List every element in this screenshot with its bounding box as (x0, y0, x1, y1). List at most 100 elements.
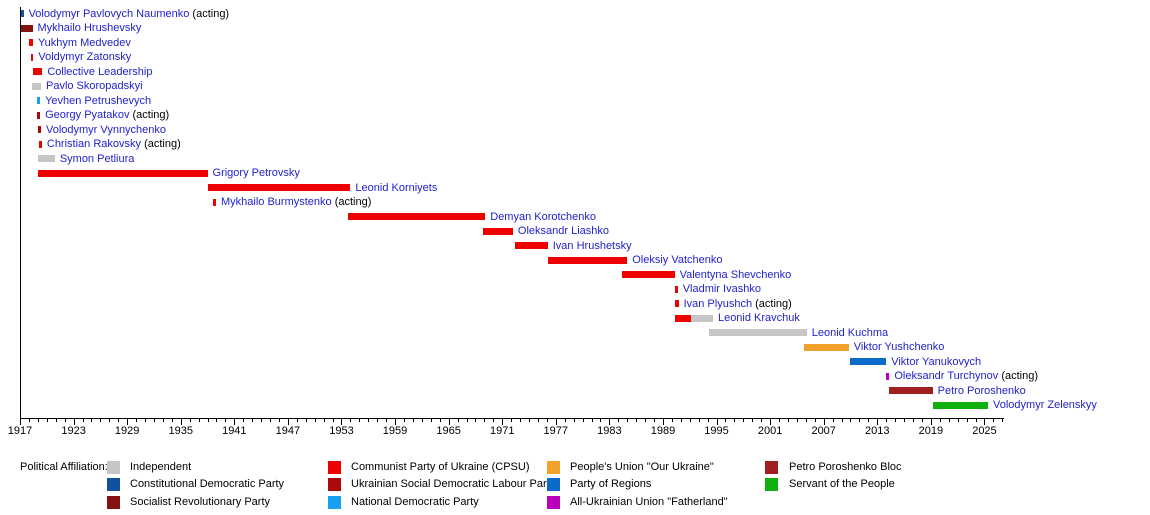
timeline-bar (886, 372, 890, 380)
timeline-bar (514, 242, 548, 249)
axis-minor-tick (832, 419, 834, 422)
timeline-row-label: Georgy Pyatakov (acting) (45, 108, 169, 122)
timeline-bar (675, 300, 679, 307)
timeline-bar (690, 314, 713, 322)
axis-major-tick (395, 419, 397, 425)
axis-minor-tick (582, 419, 584, 422)
axis-minor-tick (636, 419, 638, 422)
axis-minor-tick (904, 419, 906, 422)
timeline-row-label: Vladmir Ivashko (683, 282, 761, 296)
axis-minor-tick (957, 419, 959, 422)
timeline-row-label: Volodymyr Pavlovych Naumenko (acting) (29, 7, 230, 21)
leader-name: Mykhailo Burmystenko (221, 196, 332, 208)
timeline-row-label: Ivan Hrushetsky (553, 239, 632, 253)
timeline-row-label: Volodymyr Vynnychenko (46, 123, 166, 137)
timeline-bar (621, 271, 675, 278)
axis-tick-label: 1941 (222, 425, 247, 437)
axis-minor-tick (993, 419, 995, 422)
axis-tick-label: 1971 (489, 425, 515, 437)
axis-minor-tick (805, 419, 807, 422)
axis-major-tick (287, 419, 289, 425)
timeline-bar (32, 82, 41, 90)
timeline-bar (547, 256, 628, 264)
axis-minor-tick (136, 419, 138, 422)
axis-minor-tick (359, 419, 361, 422)
leader-name: Voldymyr Zatonsky (38, 51, 132, 63)
leader-name: Yevhen Petrushevych (45, 94, 152, 107)
axis-tick-label: 1983 (597, 425, 622, 437)
timeline-row-label: Demyan Korotchenko (490, 210, 596, 224)
axis-tick-label: 2001 (757, 425, 783, 437)
legend-swatch-socialist_revolutionary (107, 495, 120, 509)
axis-minor-tick (734, 419, 736, 422)
axis-minor-tick (725, 419, 727, 422)
timeline-row-label: Oleksandr Turchynov (acting) (894, 369, 1038, 383)
legend-swatch-cpsu (328, 460, 341, 474)
acting-suffix: (acting) (752, 297, 792, 310)
axis-major-tick (716, 419, 718, 425)
acting-suffix: (acting) (331, 196, 372, 208)
axis-major-tick (234, 419, 236, 425)
leader-name: Oleksandr Liashko (517, 225, 610, 237)
timeline-row-label: Yevhen Petrushevych (45, 94, 151, 108)
axis-major-tick (73, 419, 75, 425)
timeline-bar (212, 198, 216, 206)
axis-major-tick (770, 419, 772, 425)
leader-name: Petro Poroshenko (937, 384, 1026, 397)
timeline-bar (38, 140, 42, 148)
axis-tick-label: 1959 (382, 425, 408, 437)
axis-minor-tick (689, 419, 691, 422)
axis-minor-tick (323, 419, 325, 422)
axis-minor-tick (895, 419, 897, 422)
axis-minor-tick (1002, 419, 1004, 422)
timeline-row-label: Symon Petliura (60, 152, 135, 166)
axis-minor-tick (171, 419, 173, 422)
acting-suffix: (acting) (141, 138, 181, 150)
axis-minor-tick (484, 419, 486, 422)
timeline-row-label: Ivan Plyushch (acting) (684, 297, 792, 311)
axis-minor-tick (198, 419, 200, 422)
axis-minor-tick (886, 419, 888, 422)
axis-minor-tick (493, 419, 495, 422)
axis-tick-label: 2025 (972, 425, 997, 437)
axis-tick-label: 1953 (329, 425, 354, 437)
x-axis-line (20, 418, 1005, 419)
axis-major-tick (877, 419, 879, 425)
timeline-bar (36, 111, 41, 119)
axis-minor-tick (64, 419, 66, 422)
axis-minor-tick (457, 419, 459, 422)
legend-swatch-usdlp (328, 478, 341, 491)
axis-minor-tick (645, 419, 647, 422)
timeline-row-label: Mykhailo Burmystenko (acting) (221, 195, 371, 209)
axis-minor-tick (787, 419, 789, 422)
timeline-bar (36, 97, 41, 104)
axis-minor-tick (913, 419, 914, 422)
axis-major-tick (662, 419, 664, 425)
axis-minor-tick (82, 419, 84, 422)
timeline-row-label: Christian Rakovsky (acting) (47, 137, 181, 151)
axis-minor-tick (859, 419, 861, 422)
axis-major-tick (984, 419, 986, 425)
legend-item-label: Communist Party of Ukraine (CPSU) (351, 460, 530, 473)
timeline-bar (708, 329, 807, 336)
timeline-row-label: Oleksandr Liashko (518, 224, 609, 238)
axis-minor-tick (546, 419, 548, 422)
axis-minor-tick (252, 419, 254, 422)
axis-minor-tick (403, 419, 405, 422)
legend-item-label: All-Ukrainian Union "Fatherland" (570, 495, 728, 508)
leader-name: Ivan Plyushch (683, 297, 753, 310)
timeline-bar (20, 24, 33, 32)
axis-minor-tick (225, 419, 227, 422)
axis-minor-tick (850, 419, 852, 422)
axis-minor-tick (975, 419, 977, 422)
timeline-bar (29, 39, 33, 46)
axis-minor-tick (118, 419, 120, 422)
axis-minor-tick (466, 419, 468, 422)
axis-minor-tick (430, 419, 432, 422)
timeline-bar (37, 126, 41, 133)
timeline-row-label: Petro Poroshenko (938, 384, 1026, 398)
timeline-bar (37, 169, 208, 177)
timeline-row-label: Collective Leadership (47, 65, 152, 79)
timeline-bar (849, 358, 887, 365)
